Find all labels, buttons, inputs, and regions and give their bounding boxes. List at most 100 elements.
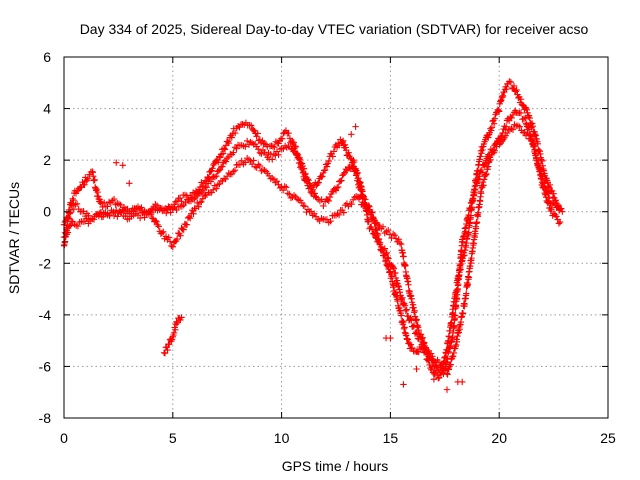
data-point — [458, 248, 465, 255]
data-point — [69, 195, 76, 202]
data-point — [417, 331, 425, 338]
data-point — [469, 195, 476, 202]
data-point — [553, 213, 560, 220]
x-tick-label: 25 — [600, 430, 616, 446]
data-point — [464, 281, 472, 288]
data-point — [173, 318, 180, 325]
data-point — [215, 167, 222, 174]
data-point — [398, 312, 405, 319]
data-point — [332, 187, 340, 194]
data-point — [373, 235, 380, 242]
data-point — [256, 162, 264, 170]
data-point — [162, 233, 170, 240]
data-point — [216, 180, 223, 188]
data-point — [463, 290, 470, 297]
data-point — [478, 169, 486, 176]
data-point — [136, 214, 144, 222]
data-point — [354, 169, 361, 177]
data-point — [420, 339, 427, 347]
data-point — [261, 167, 268, 174]
data-point — [419, 334, 426, 341]
data-point — [329, 153, 336, 160]
data-point — [437, 362, 444, 369]
data-point — [224, 154, 231, 162]
data-point — [318, 173, 325, 181]
data-point — [525, 113, 532, 121]
data-point — [319, 173, 326, 180]
data-point — [558, 205, 565, 212]
data-point — [269, 174, 276, 182]
data-point — [231, 167, 239, 174]
data-point — [97, 200, 105, 207]
data-point — [413, 365, 420, 373]
data-point — [211, 173, 219, 181]
data-point — [165, 341, 173, 348]
data-point — [443, 386, 451, 393]
data-point — [485, 151, 492, 158]
data-point — [522, 120, 530, 127]
data-point — [415, 326, 422, 334]
data-point — [449, 353, 457, 360]
data-point — [407, 341, 414, 348]
data-point — [213, 172, 220, 180]
data-point — [396, 240, 404, 247]
data-point — [98, 213, 105, 221]
y-tick-label: -6 — [39, 358, 52, 374]
y-tick-label: -8 — [39, 410, 52, 426]
data-point — [254, 130, 261, 137]
data-point — [110, 195, 118, 203]
data-point — [334, 183, 342, 191]
data-point — [392, 269, 399, 277]
data-point — [418, 335, 426, 342]
data-point — [238, 157, 245, 165]
data-point — [452, 303, 460, 311]
data-point — [343, 167, 351, 174]
data-point — [478, 150, 485, 157]
data-point — [350, 158, 358, 166]
data-point — [158, 229, 166, 236]
data-point — [477, 190, 485, 197]
data-point — [452, 312, 459, 319]
data-point — [221, 146, 229, 153]
data-point — [523, 106, 530, 113]
data-point — [477, 153, 484, 160]
data-point — [457, 253, 465, 261]
data-point — [337, 177, 344, 185]
data-point — [187, 215, 194, 222]
data-point — [450, 349, 458, 357]
data-point — [447, 361, 454, 368]
data-point — [546, 204, 554, 212]
data-point — [381, 245, 389, 252]
data-point — [368, 226, 376, 233]
data-point — [400, 381, 407, 388]
data-point — [348, 200, 355, 208]
data-point — [271, 143, 278, 151]
data-point — [467, 262, 474, 270]
data-point — [488, 149, 496, 156]
data-point — [548, 206, 555, 213]
data-point — [395, 282, 402, 290]
data-point — [539, 173, 546, 180]
data-point — [520, 115, 528, 122]
data-point — [250, 126, 257, 134]
data-point — [314, 180, 321, 188]
data-point — [302, 170, 309, 178]
data-point — [408, 344, 416, 352]
chart-title: Day 334 of 2025, Sidereal Day-to-day VTE… — [80, 21, 589, 37]
data-point — [383, 249, 391, 257]
data-point — [173, 319, 181, 327]
data-point — [338, 177, 345, 184]
data-point — [503, 129, 511, 137]
data-point — [141, 214, 148, 221]
data-point — [255, 145, 262, 153]
data-point — [443, 370, 451, 377]
data-point — [541, 179, 548, 187]
data-point — [325, 197, 332, 205]
data-point — [402, 307, 410, 314]
data-point — [321, 166, 329, 174]
data-point — [247, 122, 255, 129]
data-point — [230, 149, 237, 156]
data-point — [490, 120, 498, 127]
